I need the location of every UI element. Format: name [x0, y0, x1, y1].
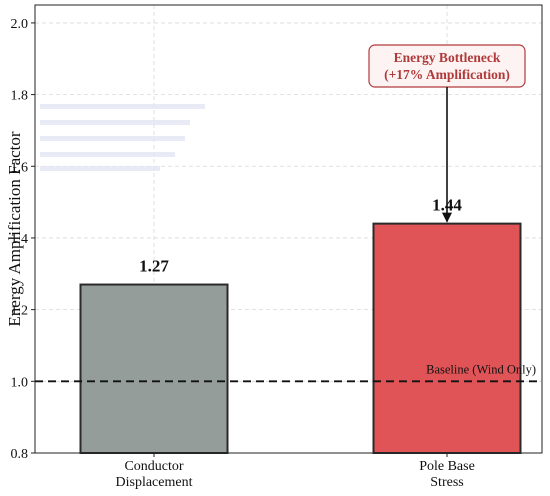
y-tick-label: 1.6 [11, 160, 29, 175]
bar [372, 222, 522, 454]
value-label: 1.27 [139, 257, 169, 276]
y-axis-label: Energy Amplification Factor [5, 131, 24, 326]
faint-legend-line [40, 166, 160, 171]
annotation-text: Energy Bottleneck [394, 50, 501, 65]
annotation: Energy Bottleneck (+17% Amplification) [368, 44, 526, 223]
faint-legend-line [40, 136, 185, 141]
bars [79, 222, 522, 454]
x-tick-label: Conductor Displacement [116, 459, 193, 490]
baseline-label: Baseline (Wind Only) [426, 362, 536, 376]
y-tick-label: 1.4 [11, 232, 29, 247]
y-axis: 0.8 1.0 1.2 1.4 1.6 1.8 2.0 [11, 17, 35, 462]
y-tick-label: 1.2 [11, 304, 29, 319]
bar [79, 283, 229, 454]
x-axis: Conductor Displacement Pole Base Stress [116, 453, 475, 490]
y-tick-label: 1.0 [11, 375, 29, 390]
y-tick-label: 1.8 [11, 89, 29, 104]
y-tick-label: 0.8 [11, 447, 29, 462]
x-tick-label: Pole Base Stress [419, 459, 475, 490]
faint-legend-line [40, 152, 175, 157]
faint-legend-line [40, 104, 205, 109]
faint-legend-line [40, 120, 190, 125]
faint-legend [40, 104, 205, 171]
plot-frame [34, 4, 543, 454]
annotation-text: (+17% Amplification) [384, 67, 510, 82]
y-tick-label: 2.0 [11, 17, 29, 32]
